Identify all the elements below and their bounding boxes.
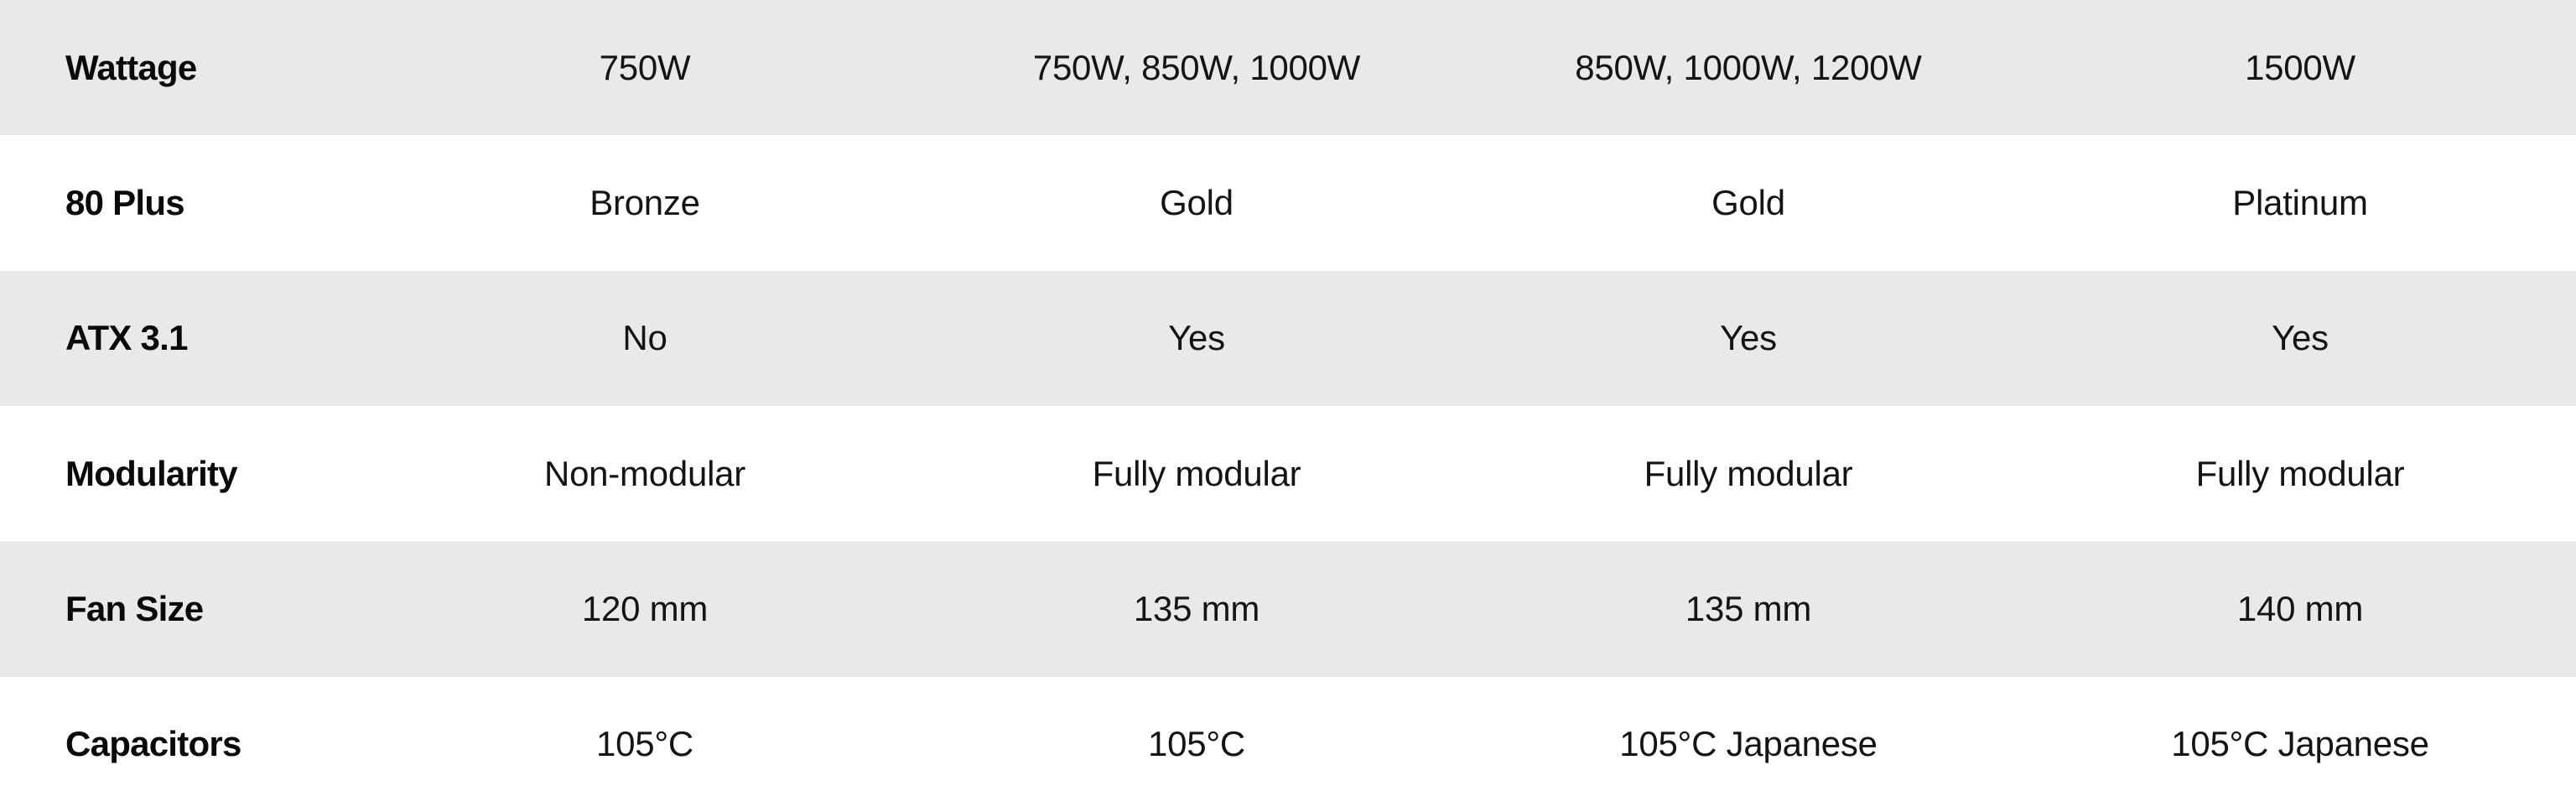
spec-row-fansize: Fan Size 120 mm 135 mm 135 mm 140 mm — [0, 541, 2576, 677]
spec-row-80plus: 80 Plus Bronze Gold Gold Platinum — [0, 135, 2576, 271]
row-label-fansize: Fan Size — [65, 588, 204, 628]
modularity-col2: Fully modular — [1092, 453, 1301, 493]
fansize-col1: 120 mm — [581, 588, 709, 628]
capacitors-col2: 105°C — [1148, 724, 1245, 764]
row-label-capacitors: Capacitors — [65, 724, 242, 764]
capacitors-col3: 105°C Japanese — [1619, 724, 1877, 764]
capacitors-col4: 105°C Japanese — [2171, 724, 2429, 764]
wattage-col3: 850W, 1000W, 1200W — [1575, 47, 1922, 87]
80plus-col3: Gold — [1711, 182, 1785, 222]
atx31-col3: Yes — [1720, 318, 1777, 358]
80plus-col2: Gold — [1160, 182, 1233, 222]
atx31-col4: Yes — [2272, 318, 2329, 358]
row-label-wattage: Wattage — [65, 47, 197, 87]
modularity-col3: Fully modular — [1644, 453, 1853, 493]
row-label-atx31: ATX 3.1 — [65, 318, 188, 358]
modularity-col1: Non-modular — [543, 453, 746, 493]
fansize-col2: 135 mm — [1133, 588, 1260, 628]
atx31-col1: No — [622, 318, 667, 358]
row-label-80plus: 80 Plus — [65, 182, 185, 222]
row-label-modularity: Modularity — [65, 453, 238, 493]
spec-row-modularity: Modularity Non-modular Fully modular Ful… — [0, 405, 2576, 542]
80plus-col1: Bronze — [589, 182, 700, 222]
fansize-col3: 135 mm — [1685, 588, 1812, 628]
wattage-col2: 750W, 850W, 1000W — [1032, 47, 1361, 87]
modularity-col4: Fully modular — [2195, 453, 2405, 493]
80plus-col4: Platinum — [2232, 182, 2368, 222]
atx31-col2: Yes — [1168, 318, 1225, 358]
wattage-col1: 750W — [599, 47, 691, 87]
spec-row-capacitors: Capacitors 105°C 105°C 105°C Japanese 10… — [0, 676, 2576, 812]
spec-row-atx31: ATX 3.1 No Yes Yes Yes — [0, 270, 2576, 406]
fansize-col4: 140 mm — [2236, 588, 2364, 628]
wattage-col4: 1500W — [2245, 47, 2355, 87]
capacitors-col1: 105°C — [596, 724, 693, 764]
spec-row-wattage: Wattage 750W 750W, 850W, 1000W 850W, 100… — [0, 0, 2576, 136]
